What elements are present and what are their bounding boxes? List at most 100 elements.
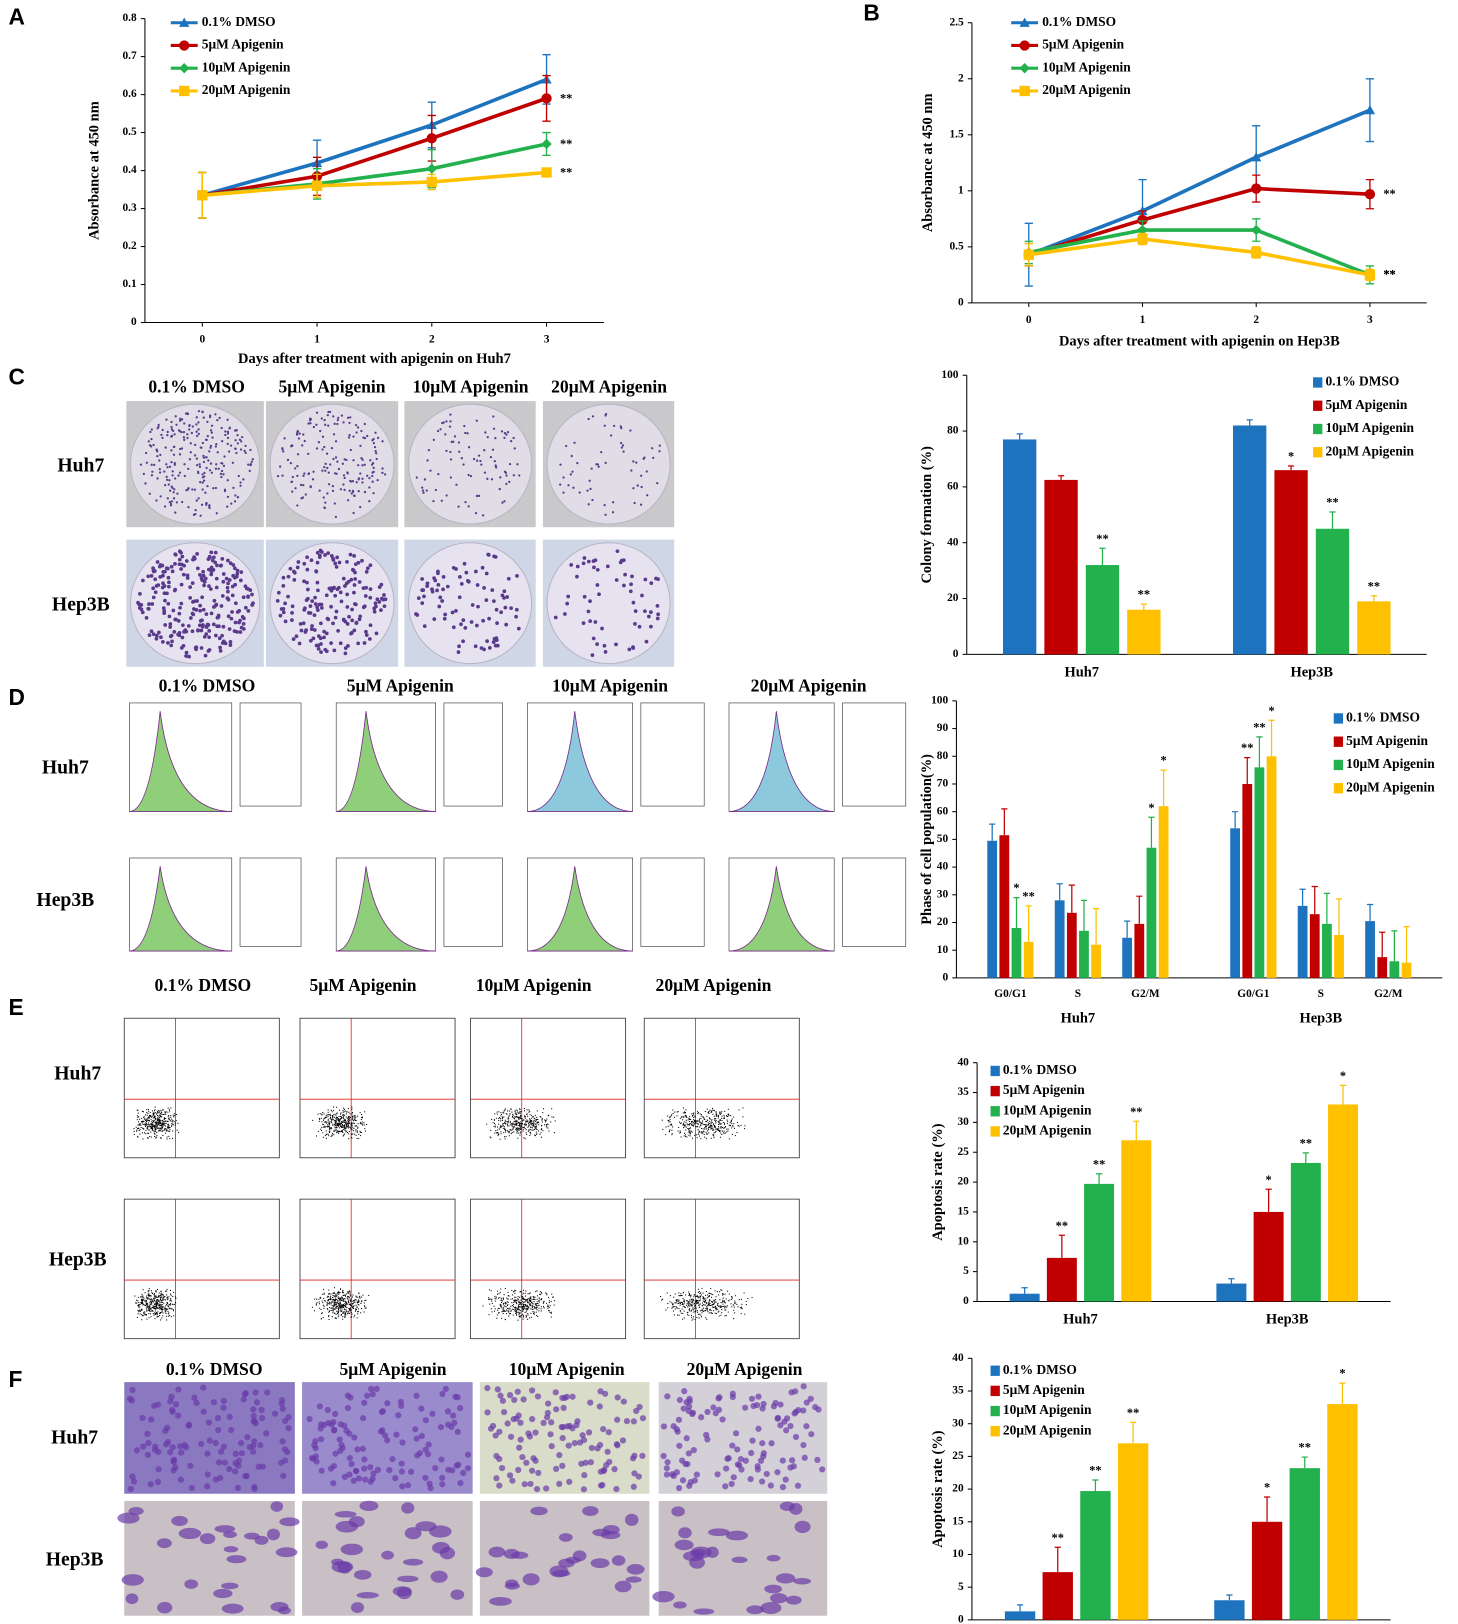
event — [349, 1117, 351, 1119]
colony — [502, 589, 507, 594]
event — [522, 1304, 524, 1306]
colony — [352, 628, 357, 633]
cell — [484, 1409, 491, 1416]
event — [530, 1300, 532, 1303]
event — [724, 1301, 726, 1303]
event — [526, 1302, 529, 1304]
event — [341, 1121, 344, 1123]
colony — [306, 596, 310, 601]
colony — [235, 610, 240, 614]
event — [527, 1306, 529, 1308]
event — [161, 1124, 163, 1127]
event — [507, 1301, 509, 1303]
event — [359, 1295, 361, 1297]
colony — [207, 584, 211, 588]
colony — [352, 459, 355, 462]
event — [153, 1306, 155, 1308]
event — [553, 1304, 555, 1306]
event — [512, 1128, 514, 1130]
event — [538, 1300, 540, 1302]
event — [167, 1305, 169, 1307]
colony — [277, 590, 281, 595]
event — [356, 1306, 358, 1308]
cell — [337, 1421, 344, 1428]
colony — [586, 489, 589, 492]
event — [329, 1307, 331, 1309]
colony — [180, 554, 185, 559]
event — [139, 1310, 141, 1312]
event — [505, 1121, 507, 1123]
event — [354, 1117, 356, 1119]
event — [704, 1123, 706, 1125]
colony — [347, 614, 351, 619]
event — [178, 1132, 180, 1134]
cell — [630, 1418, 637, 1425]
event — [490, 1290, 492, 1292]
event — [676, 1307, 678, 1309]
event — [686, 1116, 688, 1118]
colony — [302, 474, 305, 477]
cell — [144, 1451, 151, 1459]
colony — [203, 653, 208, 658]
event — [330, 1135, 332, 1137]
event — [355, 1296, 357, 1298]
event — [502, 1302, 504, 1304]
event — [731, 1298, 733, 1300]
event — [170, 1294, 172, 1296]
colony — [332, 648, 337, 653]
event — [334, 1317, 336, 1319]
colony — [281, 474, 284, 477]
event — [338, 1130, 340, 1132]
event — [525, 1120, 527, 1122]
cell — [178, 1449, 185, 1456]
event — [550, 1316, 552, 1318]
event — [685, 1121, 687, 1123]
event — [682, 1297, 684, 1299]
event — [682, 1318, 684, 1320]
event — [512, 1122, 514, 1124]
colony — [372, 470, 375, 474]
colony — [600, 451, 603, 454]
colony — [281, 448, 284, 451]
event — [324, 1121, 326, 1123]
event — [341, 1124, 343, 1126]
event — [512, 1123, 514, 1125]
event — [719, 1119, 721, 1121]
colony — [643, 456, 646, 459]
event — [152, 1120, 154, 1122]
event — [156, 1305, 158, 1307]
event — [327, 1309, 329, 1311]
cell — [559, 1462, 566, 1469]
event — [516, 1120, 518, 1122]
colony — [509, 440, 513, 443]
colony — [501, 501, 504, 504]
cell — [800, 1441, 807, 1449]
event — [333, 1312, 335, 1314]
colony — [199, 480, 202, 484]
event — [688, 1305, 690, 1307]
event — [679, 1130, 681, 1132]
cell — [316, 1403, 323, 1410]
event — [332, 1297, 334, 1299]
event — [519, 1123, 521, 1125]
colony — [582, 594, 587, 599]
cell — [604, 1448, 611, 1455]
event — [327, 1133, 329, 1135]
event — [355, 1130, 357, 1132]
event — [154, 1127, 156, 1129]
colony — [343, 476, 346, 480]
colony — [588, 599, 592, 604]
event — [335, 1303, 337, 1305]
event — [337, 1290, 339, 1292]
event — [152, 1126, 154, 1128]
event — [334, 1308, 336, 1310]
colony — [349, 416, 352, 419]
event — [345, 1113, 347, 1115]
event — [514, 1110, 516, 1112]
event — [142, 1302, 144, 1304]
colony — [170, 428, 174, 431]
event — [326, 1302, 328, 1304]
event — [704, 1304, 706, 1306]
cell — [271, 1410, 279, 1417]
